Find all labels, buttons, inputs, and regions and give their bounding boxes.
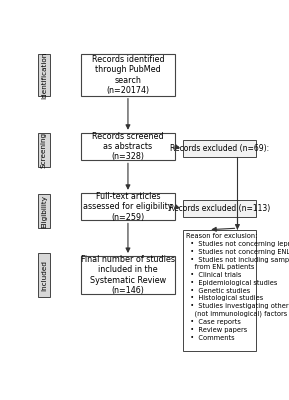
FancyBboxPatch shape — [38, 133, 50, 166]
FancyBboxPatch shape — [38, 54, 50, 96]
Text: Identification: Identification — [41, 51, 47, 98]
Text: Records identified
through PubMed
search
(n=20174): Records identified through PubMed search… — [92, 55, 164, 95]
Text: Records excluded (n=69):: Records excluded (n=69): — [170, 144, 269, 153]
FancyBboxPatch shape — [81, 133, 175, 160]
FancyBboxPatch shape — [38, 253, 50, 298]
FancyBboxPatch shape — [38, 194, 50, 228]
Text: Full-text articles
assessed for eligibility
(n=259): Full-text articles assessed for eligibil… — [83, 192, 173, 222]
Text: Screening: Screening — [41, 132, 47, 168]
Text: Included: Included — [41, 260, 47, 291]
FancyBboxPatch shape — [183, 200, 256, 218]
FancyBboxPatch shape — [81, 54, 175, 96]
Text: Eligibility: Eligibility — [41, 195, 47, 228]
FancyBboxPatch shape — [81, 256, 175, 294]
Text: Reason for exclusion:
  •  Studies not concerning leprosy
  •  Studies not conce: Reason for exclusion: • Studies not conc… — [186, 234, 289, 341]
FancyBboxPatch shape — [183, 140, 256, 157]
Text: Records excluded (n=113): Records excluded (n=113) — [168, 204, 270, 214]
FancyBboxPatch shape — [81, 193, 175, 220]
Text: Records screened
as abstracts
(n=328): Records screened as abstracts (n=328) — [92, 132, 164, 162]
FancyBboxPatch shape — [183, 230, 256, 351]
Text: Final number of studies
included in the
Systematic Review
(n=146): Final number of studies included in the … — [81, 255, 175, 295]
